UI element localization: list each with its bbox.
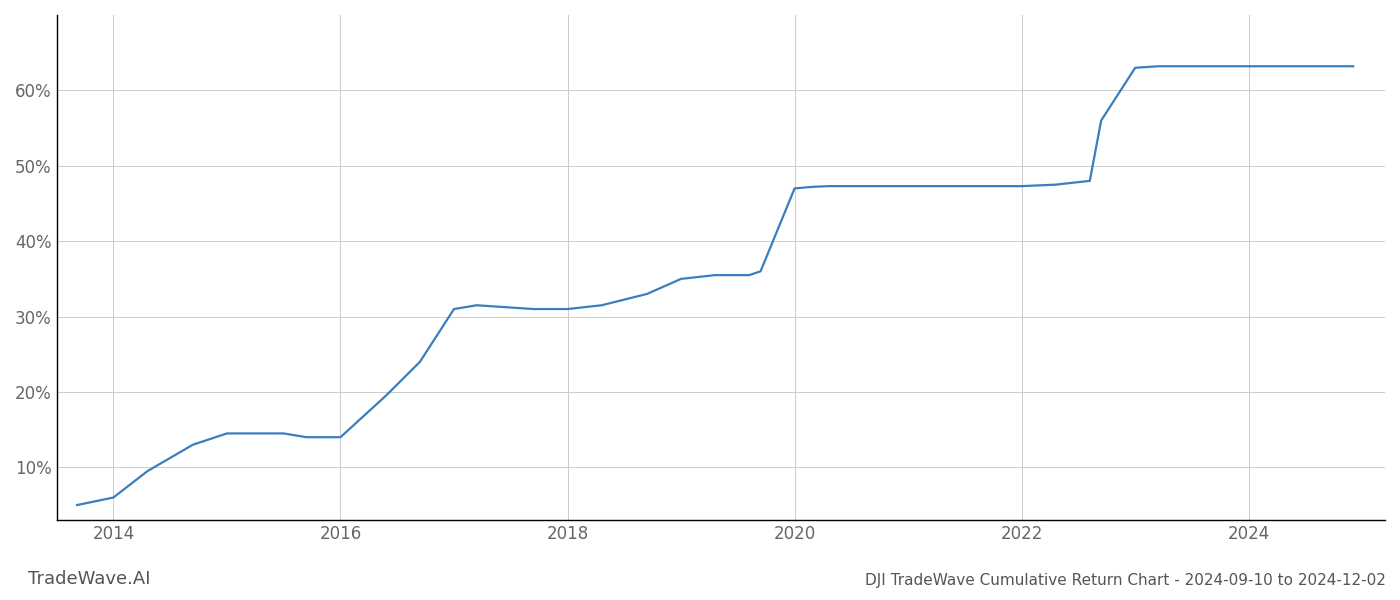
Text: DJI TradeWave Cumulative Return Chart - 2024-09-10 to 2024-12-02: DJI TradeWave Cumulative Return Chart - … — [865, 573, 1386, 588]
Text: TradeWave.AI: TradeWave.AI — [28, 570, 151, 588]
